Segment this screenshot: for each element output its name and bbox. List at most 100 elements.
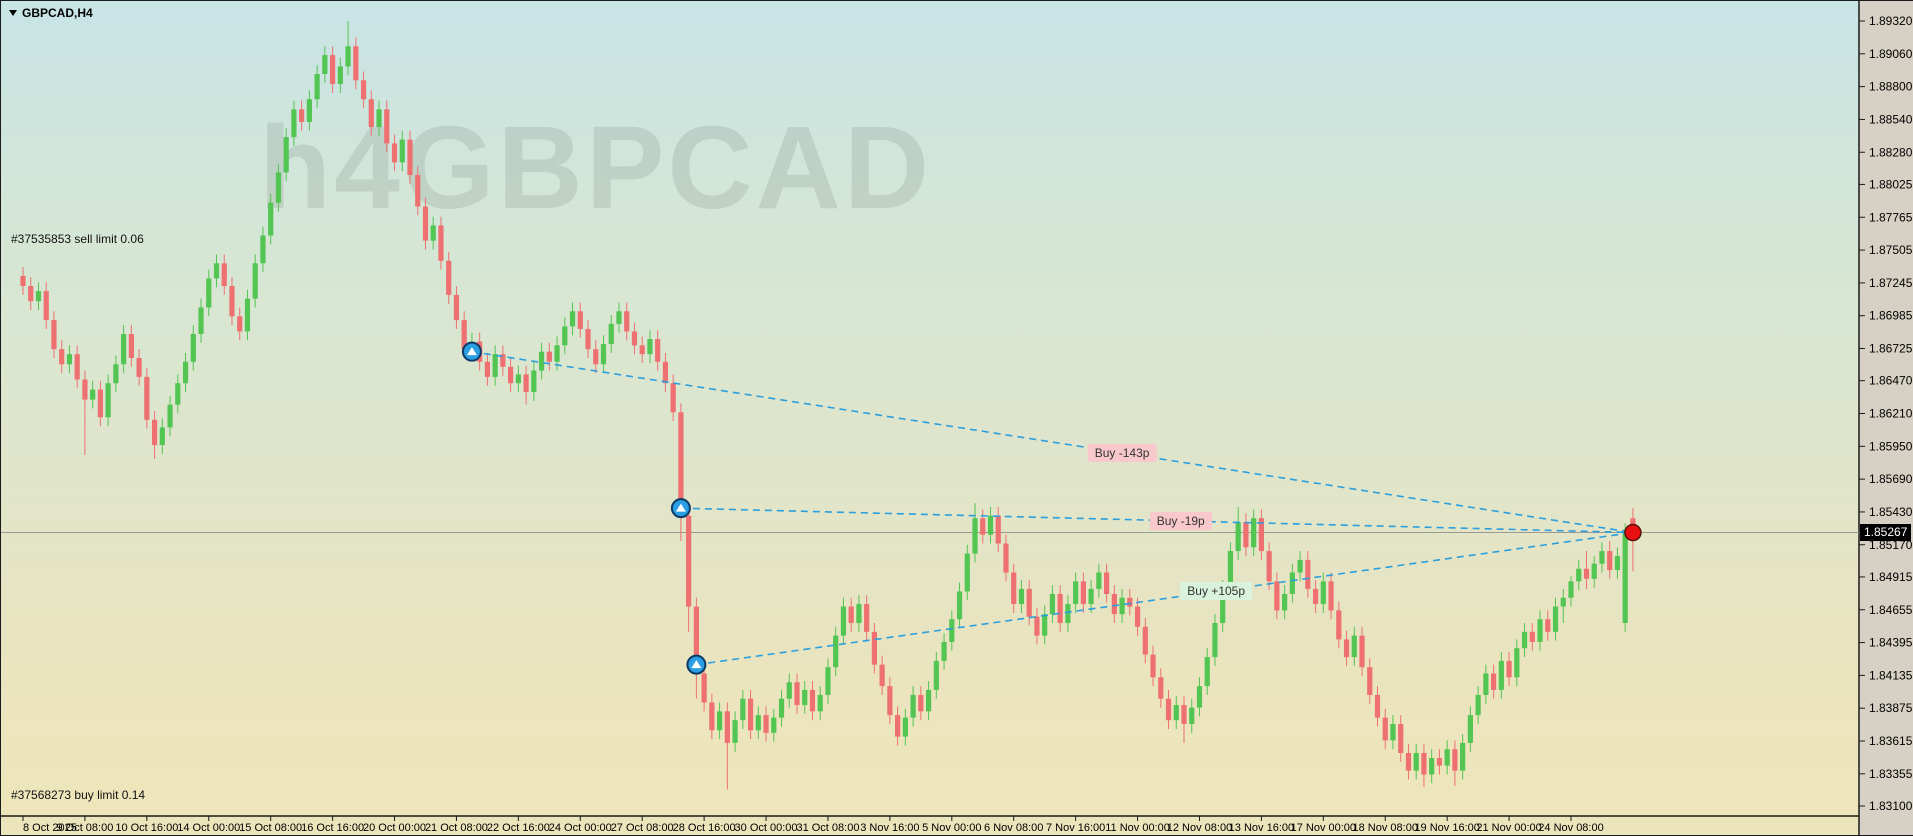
- price-axis-label: 1.85950: [1869, 439, 1913, 453]
- candle-body: [1328, 581, 1334, 611]
- candle-body: [391, 143, 398, 163]
- candle-body: [624, 311, 630, 332]
- candle-body: [569, 311, 576, 327]
- candle-body: [925, 689, 932, 712]
- candle-body: [121, 333, 127, 365]
- trade-history-line[interactable]: [696, 531, 1634, 666]
- candle-body: [577, 311, 583, 329]
- plot-background: [1, 1, 1859, 816]
- candle-body: [1614, 556, 1621, 570]
- candle-body: [384, 109, 390, 144]
- candle-body: [538, 351, 545, 371]
- trade-history-line[interactable]: [680, 507, 1633, 534]
- date-axis-label: 9 Oct 08:00: [56, 822, 113, 834]
- candle-body: [755, 715, 761, 731]
- price-axis-label: 1.88025: [1869, 177, 1913, 191]
- price-axis-label: 1.83875: [1869, 701, 1913, 715]
- candle-body: [709, 702, 715, 731]
- candle-body: [1243, 522, 1249, 548]
- date-axis-label: 10 Oct 16:00: [115, 822, 178, 834]
- candle-body: [895, 715, 901, 737]
- candle-body: [562, 326, 568, 346]
- buy-arrow-icon: [675, 503, 686, 512]
- candle-body: [438, 225, 444, 261]
- candle-body: [1220, 588, 1226, 624]
- candle-body: [1065, 604, 1071, 624]
- price-axis-label: 1.85170: [1869, 538, 1913, 552]
- date-axis-label: 14 Oct 00:00: [177, 822, 240, 834]
- date-axis-label: 27 Oct 08:00: [611, 822, 674, 834]
- candle-body: [1034, 616, 1040, 636]
- trade-result-label-buy-19p[interactable]: Buy -19p: [1149, 511, 1212, 530]
- candle-body: [1111, 593, 1117, 615]
- trade-result-label-buy-105p[interactable]: Buy +105p: [1180, 582, 1253, 601]
- date-axis-label: 19 Nov 16:00: [1414, 822, 1479, 834]
- candle-body: [105, 383, 111, 418]
- price-axis-label: 1.85430: [1869, 505, 1913, 519]
- price-axis-label: 1.87505: [1869, 243, 1913, 257]
- candle-body: [20, 275, 26, 287]
- candle-body: [1150, 654, 1156, 678]
- candle-body: [655, 339, 661, 362]
- candle-body: [35, 291, 42, 302]
- symbol-dropdown-icon[interactable]: [9, 10, 17, 16]
- candle-body: [1196, 686, 1203, 708]
- candle-body: [817, 694, 823, 712]
- candle-body: [275, 172, 282, 203]
- date-axis-label: 22 Oct 16:00: [487, 822, 550, 834]
- price-axis-label: 1.86985: [1869, 309, 1913, 323]
- candle-body: [1405, 752, 1412, 771]
- candle-body: [291, 109, 297, 138]
- buy-limit-order-label[interactable]: #37568273 buy limit 0.14: [11, 788, 146, 802]
- candle-body: [128, 333, 134, 358]
- candle-body: [51, 320, 57, 350]
- candle-body: [956, 591, 963, 620]
- candle-body: [1475, 694, 1481, 716]
- candle-body: [902, 717, 908, 737]
- candle-body: [492, 354, 498, 377]
- date-axis-label: 15 Oct 08:00: [239, 822, 302, 834]
- candle-body: [1134, 606, 1141, 627]
- price-axis-label: 1.88540: [1869, 112, 1913, 126]
- candle-body: [515, 374, 521, 384]
- candle-body: [1491, 673, 1497, 690]
- candle-body: [314, 74, 320, 100]
- candle-body: [74, 354, 80, 380]
- date-axis-label: 18 Nov 08:00: [1353, 822, 1418, 834]
- date-axis-label: 28 Oct 16:00: [673, 822, 736, 834]
- candle-body: [1173, 705, 1179, 721]
- candle-body: [670, 383, 676, 413]
- candle-body: [918, 694, 924, 712]
- candle-body: [747, 698, 754, 731]
- price-axis-label: 1.84135: [1869, 668, 1913, 682]
- candle-body: [616, 311, 622, 324]
- candle-body: [1421, 752, 1427, 775]
- candle-body: [1204, 657, 1210, 687]
- candle-body: [1189, 707, 1195, 724]
- symbol-timeframe-label[interactable]: GBPCAD,H4: [9, 6, 93, 20]
- symbol-label-text: GBPCAD,H4: [22, 6, 93, 20]
- trade-history-line[interactable]: [471, 350, 1634, 534]
- trade-close-marker-icon[interactable]: [1624, 523, 1642, 542]
- chart-watermark: h4GBPCAD: [259, 102, 932, 234]
- candle-body: [1258, 518, 1264, 552]
- time-axis[interactable]: [1, 816, 1859, 836]
- candle-body: [678, 412, 684, 516]
- candle-body: [910, 694, 916, 718]
- candle-body: [933, 660, 939, 690]
- sell-limit-order-label[interactable]: #37535853 sell limit 0.06: [11, 232, 144, 246]
- candle-body: [1521, 631, 1528, 649]
- candle-body: [206, 278, 212, 308]
- candle-body: [546, 351, 552, 362]
- candle-body: [1460, 742, 1466, 771]
- candle-body: [484, 361, 490, 377]
- candle-body: [28, 286, 34, 302]
- trade-result-label-buy-143p[interactable]: Buy -143p: [1087, 443, 1157, 462]
- price-axis-label: 1.83615: [1869, 734, 1913, 748]
- candle-body: [1568, 581, 1574, 598]
- candle-body: [972, 518, 978, 554]
- price-axis[interactable]: [1859, 1, 1913, 836]
- candle-body: [1018, 588, 1025, 605]
- candle-body: [415, 174, 421, 207]
